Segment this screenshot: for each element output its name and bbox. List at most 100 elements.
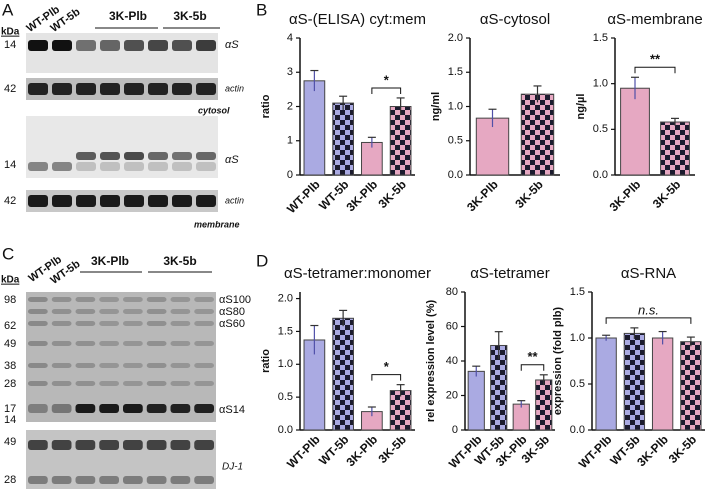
band: [196, 152, 216, 160]
species-label: αS14: [219, 404, 245, 416]
band: [28, 341, 48, 346]
band: [172, 162, 192, 171]
marker: 38: [4, 360, 16, 372]
band: [146, 321, 167, 326]
band: [28, 476, 48, 484]
band: [28, 363, 48, 368]
band: [172, 195, 192, 207]
band: [194, 297, 214, 302]
band: [99, 381, 119, 386]
band: [170, 404, 191, 413]
blot: [26, 292, 216, 422]
group-label: 3K-Plb: [91, 254, 129, 268]
y-axis-label: ng/µl: [575, 94, 587, 120]
chart-title: αS-tetramer:monomer: [284, 265, 431, 282]
x-tick-label: 3K-5b: [650, 177, 683, 210]
chart-title: αS-tetramer: [470, 265, 550, 282]
band: [75, 476, 96, 484]
x-tick-label: 3K-Plb: [343, 432, 380, 469]
band: [123, 440, 143, 450]
band: [99, 476, 119, 484]
band: [28, 162, 48, 171]
marker: 42: [4, 83, 16, 95]
band: [148, 40, 168, 51]
significance-label: **: [650, 52, 661, 67]
band: [51, 476, 72, 484]
band: [170, 440, 191, 450]
band: [123, 297, 143, 302]
x-tick-label: 3K-5b: [666, 432, 699, 465]
x-tick-label: 3K-Plb: [634, 432, 671, 469]
band: [124, 152, 144, 160]
y-axis-label: rel expression level (%): [425, 300, 437, 423]
band: [123, 321, 143, 326]
blot: [26, 33, 218, 73]
bar: [467, 370, 485, 431]
band: [196, 83, 216, 95]
x-tick-label: WT-Plb: [284, 432, 323, 471]
x-tick-label: WT-Plb: [284, 177, 323, 216]
band: [75, 309, 96, 314]
band: [99, 341, 119, 346]
band: [51, 321, 72, 326]
band: [172, 152, 192, 160]
band: [75, 404, 96, 413]
band: [148, 195, 168, 207]
band: [28, 40, 48, 51]
y-tick-label: 1.0: [570, 332, 585, 344]
chart-title: αS-RNA: [621, 265, 676, 282]
bar: [595, 337, 617, 431]
y-tick-label: 1.5: [448, 66, 463, 78]
significance-bracket: [634, 66, 676, 74]
band: [123, 363, 143, 368]
band: [124, 40, 144, 51]
significance-bracket: [371, 87, 402, 94]
band: [194, 476, 214, 484]
bar: [520, 93, 555, 176]
band: [75, 440, 96, 450]
kda-label: kDa: [1, 27, 20, 38]
panel-label: B: [256, 0, 267, 19]
band: [172, 40, 192, 51]
band: [123, 404, 143, 413]
bar: [332, 317, 354, 431]
y-tick-label: 60: [446, 320, 458, 332]
band: [100, 162, 120, 171]
fraction-label: cytosol: [198, 105, 230, 115]
band: [99, 309, 119, 314]
band: [100, 40, 120, 51]
group-label: 3K-Plb: [109, 9, 147, 23]
y-tick-label: 20: [446, 389, 458, 401]
band: [146, 297, 167, 302]
band: [99, 297, 119, 302]
band: [52, 83, 72, 95]
significance-bracket: [520, 364, 545, 371]
species-label: αS100: [219, 294, 251, 306]
y-tick-label: 0.0: [278, 424, 293, 436]
band: [51, 309, 72, 314]
significance-bracket: [605, 317, 692, 324]
y-tick-label: 0.5: [448, 135, 463, 147]
band: [28, 404, 48, 413]
band: [28, 381, 48, 386]
kda-label: kDa: [1, 275, 20, 286]
band: [76, 162, 96, 171]
band: [99, 363, 119, 368]
band: [194, 309, 214, 314]
bar: [475, 117, 510, 176]
band: [170, 309, 191, 314]
band: [75, 341, 96, 346]
band: [51, 297, 72, 302]
y-tick-label: 1.5: [593, 32, 608, 44]
y-tick-label: 0: [287, 169, 293, 181]
band: [51, 341, 72, 346]
band: [170, 297, 191, 302]
bar: [512, 403, 530, 431]
x-tick-label: 3K-Plb: [343, 177, 380, 214]
y-tick-label: 1.5: [278, 325, 293, 337]
y-tick-label: 1.5: [570, 286, 585, 298]
marker: 42: [4, 195, 16, 207]
band: [172, 83, 192, 95]
band: [170, 476, 191, 484]
